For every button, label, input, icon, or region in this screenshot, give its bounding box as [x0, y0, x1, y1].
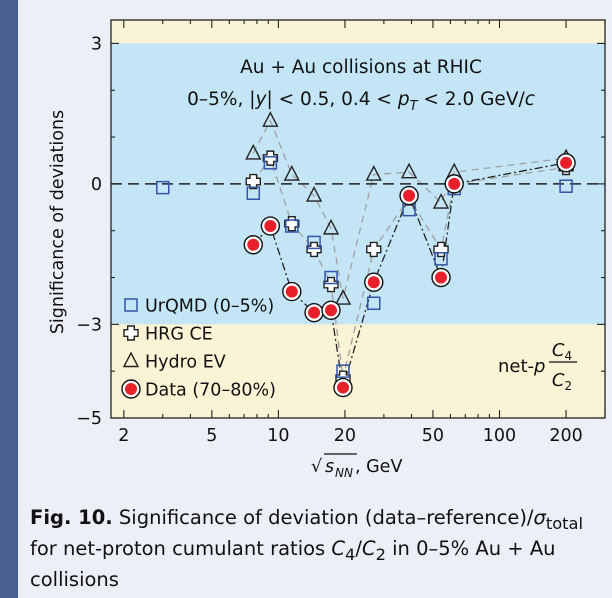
urqmd-point [263, 156, 278, 170]
x-tick-label: 100 [483, 426, 516, 446]
hrg-ce-point [366, 241, 382, 258]
svg-text:C4: C4 [552, 340, 572, 363]
data-point-fill [367, 276, 380, 289]
data-point-fill [448, 177, 461, 190]
figure-caption: Fig. 10. Significance of deviation (data… [30, 506, 584, 591]
svg-text:net-p: net-p [498, 356, 545, 377]
caption-label: Fig. 10. [30, 506, 113, 529]
hydro-ev-point [305, 186, 323, 202]
data-points [156, 111, 576, 398]
x-tick-label: 20 [334, 426, 356, 446]
hydro-ev-point [334, 289, 352, 305]
svg-text:NN: NN [335, 466, 353, 480]
svg-text:√: √ [311, 457, 323, 477]
hydro-ev-point [245, 143, 262, 160]
hrg-ce-point [262, 150, 279, 166]
urqmd-point [559, 179, 573, 193]
data-point [260, 216, 281, 236]
plot-frame [110, 19, 606, 419]
axis-ticks: 2 5 10 20 50 100 200 3 0 −3 −5 [76, 20, 606, 446]
data-point [333, 377, 353, 398]
hydro-ev-point [322, 218, 340, 235]
hydro-ev-point [262, 111, 279, 127]
legend-label: Data (70–80%) [145, 381, 276, 401]
x-axis-label: √ s NN , GeV [311, 453, 402, 480]
chart: 2 5 10 20 50 100 200 3 0 −3 −5 Au + Au collisions … [48, 19, 606, 480]
hydro-ev-point [432, 193, 450, 209]
x-tick-label: 200 [549, 426, 582, 446]
hydro-ev-point [283, 164, 300, 181]
background-band [111, 324, 605, 418]
data-point-fill [560, 156, 573, 169]
hrg-ce-point [245, 173, 261, 190]
svg-text:C2: C2 [552, 370, 572, 393]
data-point [556, 153, 576, 173]
hydro-ev-point [400, 162, 418, 179]
urqmd-point [124, 298, 138, 312]
x-tick-label: 5 [206, 426, 217, 446]
net-p-annotation: net-p C4 C2 [498, 340, 577, 393]
chart-title: Au + Au collisions at RHIC [240, 57, 482, 78]
legend-label: HRG CE [145, 325, 213, 345]
data-point [321, 300, 341, 321]
chart-subtitle: 0–5%, |y| < 0.5, 0.4 < pT < 2.0 GeV/c [187, 89, 535, 114]
urqmd-point [246, 186, 261, 200]
x-tick-label: 50 [422, 426, 444, 446]
series-line [252, 119, 567, 299]
y-tick-label: 3 [91, 34, 102, 54]
data-point [282, 281, 302, 302]
data-point [304, 302, 324, 323]
data-point [444, 174, 464, 194]
urqmd-point [336, 364, 350, 378]
hrg-ce-point [323, 276, 339, 293]
x-tick-label: 2 [118, 426, 129, 446]
data-point [121, 379, 141, 399]
y-tick-label: 0 [91, 175, 102, 195]
data-point [431, 267, 451, 288]
data-point-fill [403, 189, 416, 202]
data-point-fill [125, 383, 137, 395]
x-tick-label: 10 [267, 426, 289, 446]
data-point-fill [435, 271, 448, 284]
data-point-fill [264, 220, 277, 233]
hrg-ce-point [306, 241, 322, 258]
svg-text:s: s [325, 457, 334, 477]
urqmd-point [285, 219, 299, 233]
y-axis-label: Significance of deviations [48, 110, 68, 334]
sidebar-accent [0, 0, 18, 598]
data-point-fill [308, 306, 321, 319]
urqmd-point [307, 235, 321, 250]
y-tick-label: −3 [76, 315, 102, 335]
urqmd-point [324, 270, 338, 285]
data-point-fill [337, 381, 350, 394]
hydro-ev-point [122, 351, 140, 368]
hrg-ce-point [123, 325, 139, 341]
background-band [111, 20, 605, 44]
data-point-fill [325, 304, 338, 317]
data-point [243, 235, 263, 255]
data-point [364, 272, 384, 292]
data-point [399, 185, 419, 206]
urqmd-point [434, 252, 448, 266]
hydro-ev-point [365, 164, 382, 181]
legend-label: UrQMD (0–5%) [145, 297, 274, 317]
data-point-fill [247, 238, 260, 251]
legend: UrQMD (0–5%) HRG CE Hydro EV Data (70–80%) [121, 297, 276, 401]
legend-label: Hydro EV [145, 353, 226, 373]
urqmd-point [367, 296, 381, 311]
y-tick-label: −5 [76, 409, 102, 429]
svg-text:, GeV: , GeV [355, 457, 402, 477]
urqmd-point [156, 180, 170, 195]
hrg-ce-point [433, 241, 449, 258]
data-point-fill [285, 285, 298, 298]
